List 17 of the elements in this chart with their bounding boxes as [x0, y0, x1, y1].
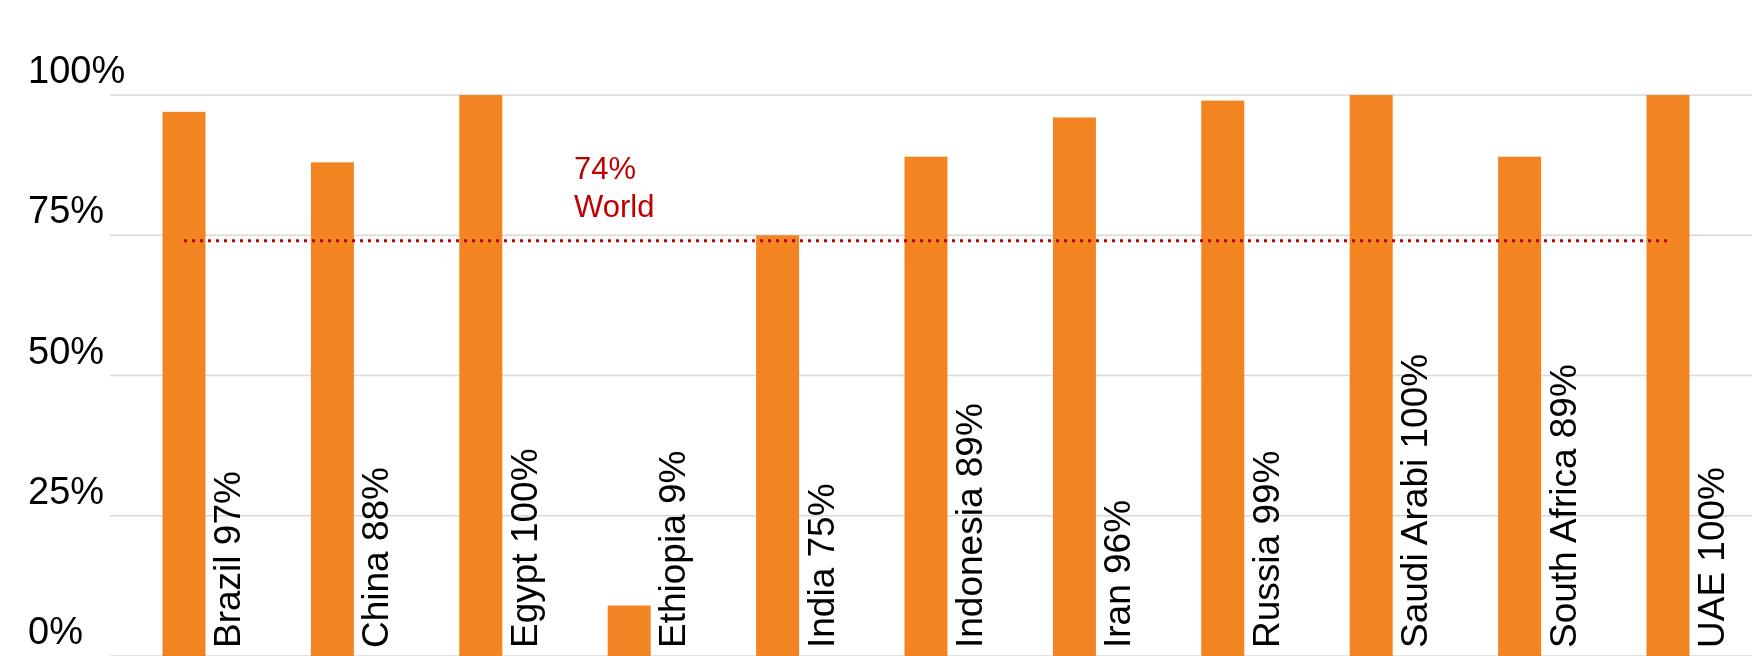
y-tick-label: 50%	[28, 329, 105, 372]
category-label: UAE 100%	[1691, 467, 1732, 648]
y-tick-label: 100%	[28, 49, 126, 91]
y-tick-label: 0%	[28, 610, 83, 652]
category-label: India 75%	[800, 483, 842, 648]
category-label: South Africa 89%	[1542, 364, 1584, 648]
category-label: Russia 99%	[1245, 450, 1287, 648]
y-tick-label: 75%	[28, 189, 105, 232]
category-label: China 88%	[355, 466, 397, 648]
category-label: Brazil 97%	[207, 471, 248, 648]
category-label: Ethiopia 9%	[652, 450, 694, 648]
category-label: Egypt 100%	[503, 448, 545, 648]
y-tick-label: 25%	[28, 469, 105, 512]
category-label: Indonesia 89%	[949, 403, 990, 648]
ref-line-label: 74% World	[574, 150, 655, 224]
category-label: Iran 96%	[1097, 499, 1139, 648]
category-label: Saudi Arabi 100%	[1394, 353, 1436, 648]
